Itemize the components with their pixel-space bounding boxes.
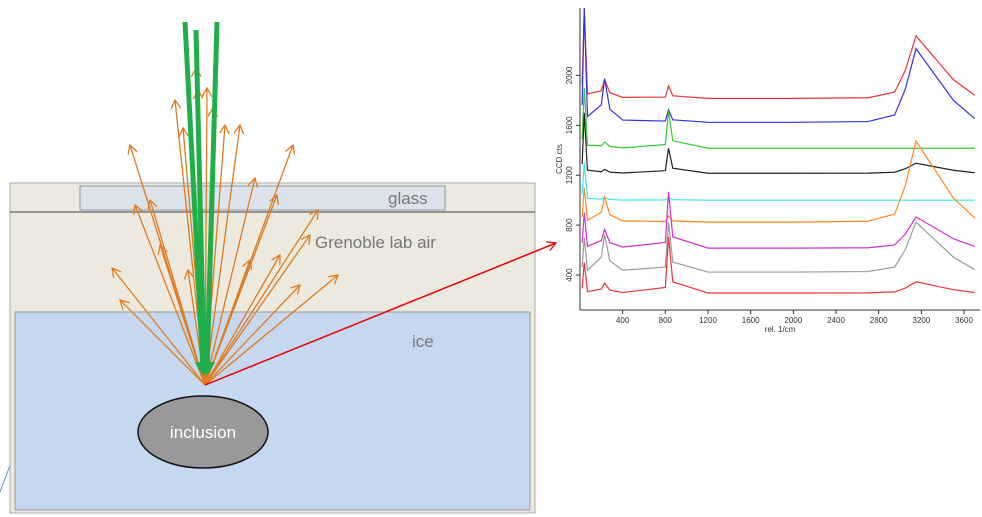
spectrum-chart: 400 800 1200 1600 2000 2400 2800 3200 3600 400 800… — [555, 8, 980, 334]
y-tick-label: 2000 — [565, 66, 574, 84]
x-tick-label: 2800 — [870, 316, 888, 325]
y-tick-label: 800 — [565, 218, 574, 232]
spectrum-line — [582, 163, 975, 200]
air-label: Grenoble lab air — [315, 233, 436, 252]
x-tick-label: 2000 — [784, 316, 802, 325]
y-tick-label: 1600 — [565, 116, 574, 134]
figure: glass Grenoble lab air ice inclusion 400… — [0, 0, 982, 517]
inclusion-label: inclusion — [170, 423, 236, 442]
spectrum-line — [582, 222, 975, 272]
x-tick-label: 1600 — [742, 316, 760, 325]
x-tick-label: 3600 — [955, 316, 973, 325]
y-tick-label: 1200 — [565, 166, 574, 184]
spectrum-line — [582, 8, 975, 122]
x-tick-label: 2400 — [827, 316, 845, 325]
x-tick-label: 1200 — [699, 316, 717, 325]
x-axis-label: rel. 1/cm — [765, 325, 796, 334]
y-tick-label: 400 — [565, 268, 574, 282]
x-tick-label: 3200 — [912, 316, 930, 325]
x-tick-label: 800 — [659, 316, 673, 325]
ice-label: ice — [412, 332, 434, 351]
glass-label: glass — [388, 189, 428, 208]
spectrum-line — [582, 8, 975, 98]
ice-box — [15, 312, 530, 510]
y-axis-label: CCD cts — [555, 144, 564, 174]
x-tick-label: 400 — [616, 316, 630, 325]
spectrum-line — [582, 141, 975, 222]
